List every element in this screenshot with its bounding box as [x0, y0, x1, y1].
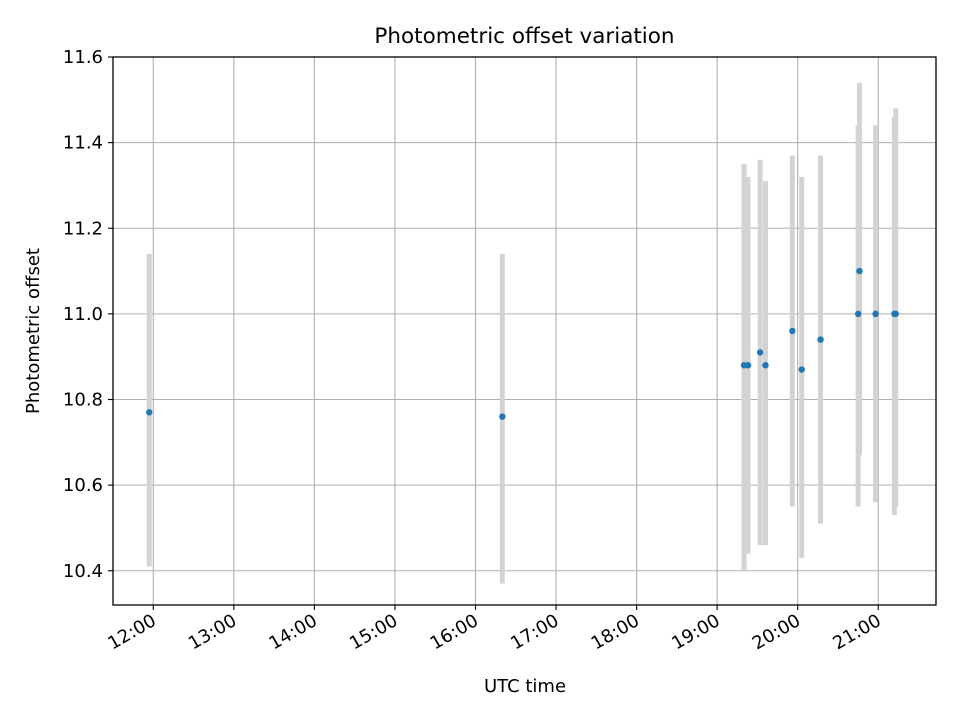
- y-tick-label: 11.6: [63, 47, 103, 68]
- data-point: [499, 413, 506, 420]
- data-points: [146, 267, 899, 420]
- y-tick-label: 10.8: [63, 390, 103, 411]
- data-point: [856, 267, 863, 275]
- y-axis-ticks: 10.4 10.6 10.8 11.0 11.2 11.4 11.6: [63, 47, 113, 582]
- data-point: [762, 362, 769, 369]
- data-point: [146, 409, 153, 416]
- data-point: [798, 366, 805, 373]
- data-point: [854, 310, 862, 318]
- data-point: [892, 310, 899, 318]
- chart-title: Photometric offset variation: [374, 24, 674, 49]
- data-point: [872, 310, 879, 318]
- y-tick-label: 11.0: [63, 304, 103, 325]
- data-point: [756, 349, 764, 356]
- y-tick-label: 10.4: [63, 561, 103, 582]
- x-axis-label: UTC time: [484, 676, 566, 697]
- y-tick-label: 10.6: [63, 475, 103, 496]
- y-axis-label: Photometric offset: [23, 248, 44, 414]
- y-tick-label: 11.2: [63, 218, 103, 239]
- data-point: [817, 336, 824, 343]
- data-point: [789, 327, 796, 335]
- data-point: [744, 362, 752, 369]
- plot-frame: [112, 56, 937, 606]
- y-tick-label: 11.4: [63, 133, 103, 154]
